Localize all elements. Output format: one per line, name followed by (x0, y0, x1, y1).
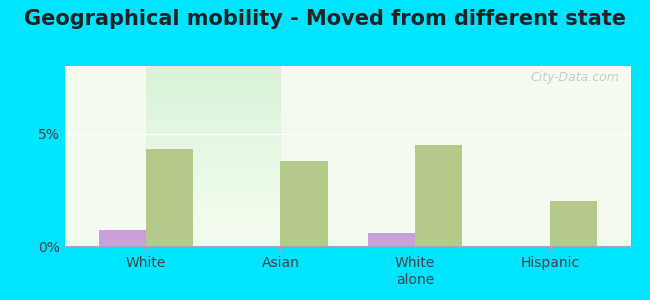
Bar (550, 201, 597, 246)
Bar (368, 232, 415, 246)
Text: City-Data.com: City-Data.com (530, 71, 619, 84)
Bar (146, 149, 193, 246)
Bar (280, 160, 328, 246)
Bar (415, 145, 462, 246)
Text: Geographical mobility - Moved from different state: Geographical mobility - Moved from diffe… (24, 9, 626, 29)
Bar (99, 230, 146, 246)
